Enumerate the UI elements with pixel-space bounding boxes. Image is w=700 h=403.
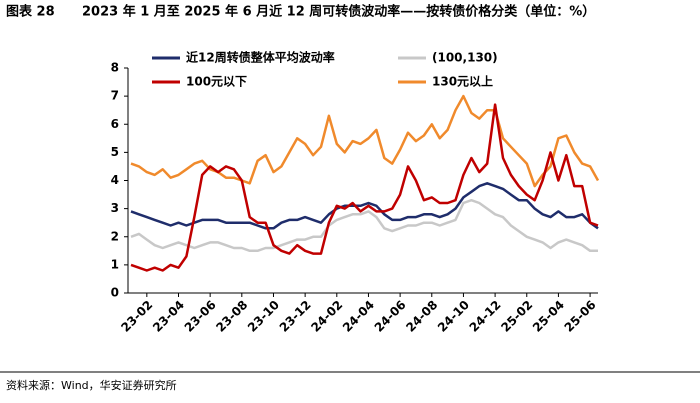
y-tick-label: 0: [111, 286, 119, 300]
source: 资料来源：Wind，华安证券研究所: [6, 378, 177, 392]
x-tick-label: 23-12: [277, 298, 314, 335]
y-tick-label: 3: [111, 201, 119, 215]
x-tick-label: 23-02: [118, 298, 155, 335]
series-line: [130, 94, 600, 188]
x-tick-label: 23-04: [150, 298, 187, 335]
y-tick-label: 5: [111, 145, 119, 159]
x-tick-label: 25-02: [498, 298, 535, 335]
series-line: [130, 103, 599, 272]
x-tick-label: 24-10: [435, 298, 472, 335]
x-tick-label: 24-02: [308, 298, 345, 335]
y-tick-label: 6: [111, 117, 119, 131]
series-line: [130, 182, 599, 230]
legend-label: 近12周转债整体平均波动率: [186, 50, 335, 65]
y-tick-label: 1: [111, 257, 119, 271]
legend-label: (100,130): [432, 51, 498, 65]
x-tick-label: 23-10: [245, 298, 282, 335]
x-tick-label: 24-06: [372, 298, 409, 335]
x-tick-label: 24-04: [340, 298, 377, 335]
y-tick-label: 7: [111, 89, 119, 103]
x-tick-label: 24-12: [467, 298, 504, 335]
x-tick-label: 23-08: [213, 298, 250, 335]
x-tick-label: 25-06: [562, 298, 599, 335]
chart-title: 2023 年 1 月至 2025 年 6 月近 12 周可转债波动率——按转债价…: [82, 4, 595, 20]
y-tick-label: 4: [111, 173, 119, 187]
x-tick-label: 24-08: [403, 298, 440, 335]
legend-label: 100元以下: [186, 75, 247, 89]
x-tick-label: 23-06: [182, 298, 219, 335]
y-tick-label: 8: [111, 61, 119, 75]
series-line: [130, 198, 598, 253]
y-tick-label: 2: [111, 229, 119, 243]
x-tick-label: 25-04: [530, 298, 567, 335]
legend-label: 130元以上: [432, 74, 493, 89]
chart-title-label: 图表 28: [6, 4, 55, 20]
